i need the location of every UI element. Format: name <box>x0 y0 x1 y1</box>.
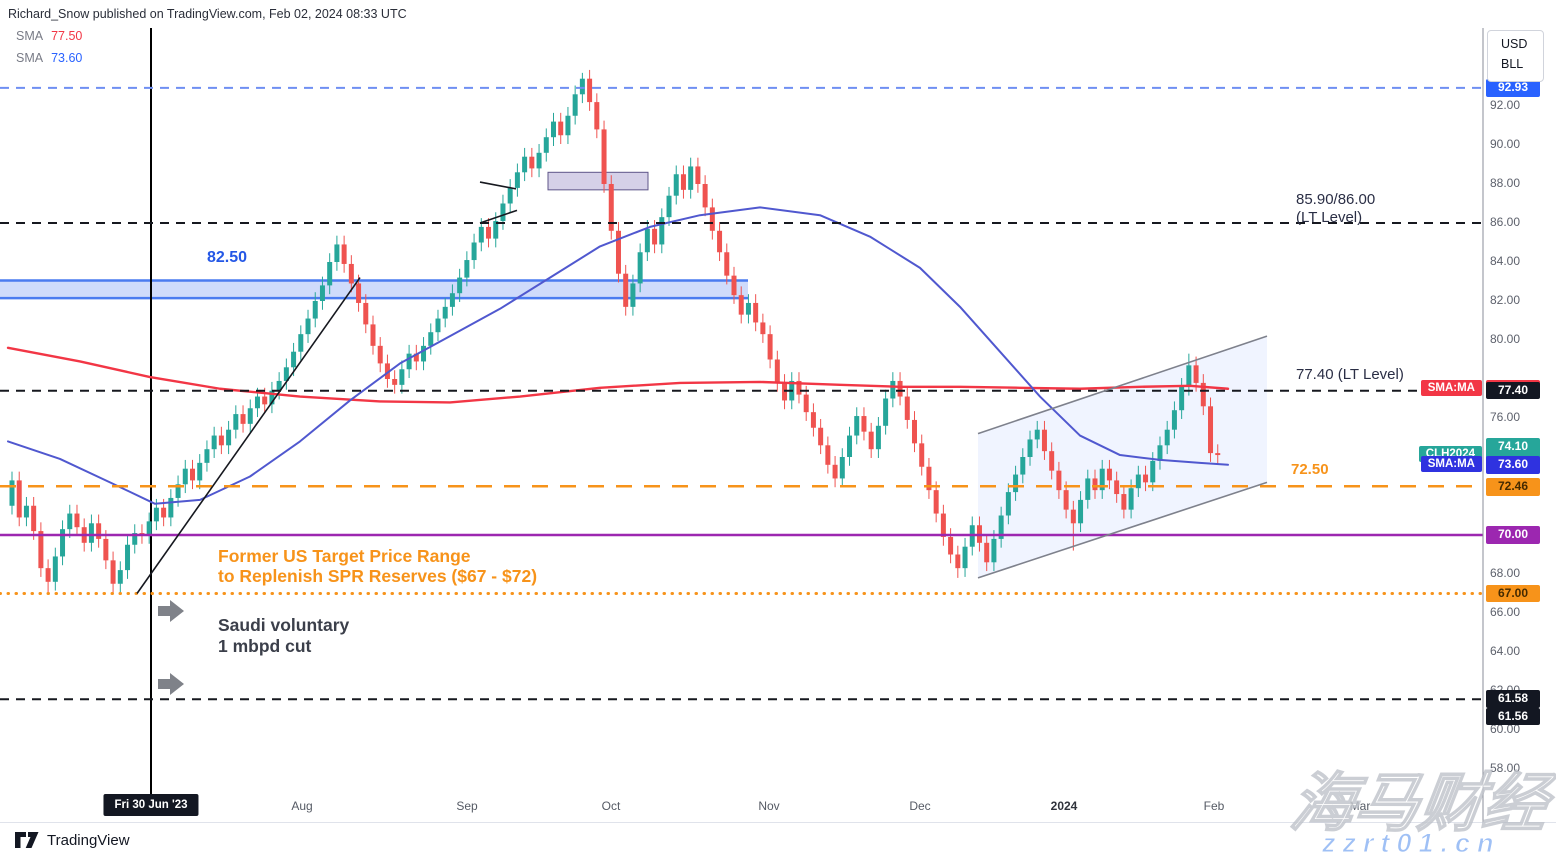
time-axis-label-sep: Sep <box>456 799 478 813</box>
price-tick-label: 84.00 <box>1490 254 1521 268</box>
annotation-lt-7740[interactable]: 77.40 (LT Level) <box>1296 366 1404 383</box>
rising-channel-fill <box>978 336 1267 578</box>
consolidation-box <box>547 171 649 191</box>
axis-currency-label: USD <box>1501 37 1528 51</box>
supply-zone-8250 <box>0 280 748 299</box>
annotation-lt-86[interactable]: 85.90/86.00 (LT Level) <box>1296 191 1376 226</box>
crosshair-date-badge: Fri 30 Jun '23 <box>103 794 199 816</box>
annotation-saudi-cut[interactable]: Saudi voluntary 1 mbpd cut <box>218 615 350 657</box>
price-badge-67.00: 67.00 <box>1486 584 1540 603</box>
legend-sma-blue-label: SMA <box>16 51 44 65</box>
sma-blue-line <box>7 206 1229 505</box>
publish-byline: Richard_Snow published on TradingView.co… <box>8 7 407 21</box>
price-tick-label: 90.00 <box>1490 137 1521 151</box>
ascending-trendline <box>136 277 361 594</box>
pennant-line <box>479 209 518 224</box>
axis-unit-box[interactable]: USD BLL <box>1487 30 1544 82</box>
time-axis-label-mar: Mar <box>1349 799 1371 813</box>
price-badge-70.00: 70.00 <box>1486 526 1540 544</box>
tradingview-logo-icon[interactable] <box>14 831 40 849</box>
legend-sma-blue-value: 73.60 <box>51 51 83 65</box>
price-badge-61.56: 61.56 <box>1486 707 1540 726</box>
legend-sma-red[interactable]: SMA 77.50 <box>16 29 82 43</box>
time-axis-label-feb: Feb <box>1203 799 1225 813</box>
right-arrow-icon <box>158 600 184 622</box>
price-tick-label: 66.00 <box>1490 605 1521 619</box>
price-tick-label: 82.00 <box>1490 293 1521 307</box>
channel-upper-line <box>977 335 1268 435</box>
price-badge-73.60: 73.60 <box>1486 455 1540 474</box>
series-tag-sma-ma: SMA:MA <box>1420 379 1482 396</box>
tradingview-brand-label[interactable]: TradingView <box>47 831 130 849</box>
price-tick-label: 80.00 <box>1490 332 1521 346</box>
chart-canvas[interactable] <box>0 28 1556 822</box>
price-tick-label: 86.00 <box>1490 215 1521 229</box>
time-axis-label-oct: Oct <box>601 799 621 813</box>
time-axis-label-nov: Nov <box>758 799 780 813</box>
price-tick-label: 76.00 <box>1490 410 1521 424</box>
axis-unit-label: BLL <box>1501 57 1524 71</box>
time-axis-label-dec: Dec <box>909 799 931 813</box>
price-badge-92.93: 92.93 <box>1486 78 1540 97</box>
price-tick-label: 64.00 <box>1490 644 1521 658</box>
annotation-spr-range[interactable]: Former US Target Price Range to Replenis… <box>218 546 538 587</box>
price-tick-label: 58.00 <box>1490 761 1521 775</box>
watermark-url: zzrt01.cn <box>1322 828 1501 857</box>
annotation-8250[interactable]: 82.50 <box>207 249 248 266</box>
time-axis-label-aug: Aug <box>291 799 313 813</box>
series-tag-sma-ma: SMA:MA <box>1420 455 1482 472</box>
footer-bar: TradingView <box>0 822 1556 857</box>
time-axis-label-2024: 2024 <box>1050 799 1078 813</box>
price-tick-label: 88.00 <box>1490 176 1521 190</box>
price-badge-72.46: 72.46 <box>1486 478 1540 496</box>
sma-red-line <box>6 346 1230 404</box>
right-arrow-icon <box>158 673 184 695</box>
price-badge-61.58: 61.58 <box>1486 690 1540 708</box>
price-tick-label: 60.00 <box>1490 722 1521 736</box>
price-badge-77.40: 77.40 <box>1486 381 1540 400</box>
legend-sma-red-label: SMA <box>16 29 44 43</box>
channel-lower-line <box>977 481 1268 579</box>
legend-sma-red-value: 77.50 <box>51 29 83 43</box>
annotation-7250[interactable]: 72.50 <box>1291 461 1329 478</box>
legend-sma-blue[interactable]: SMA 73.60 <box>16 51 82 65</box>
price-tick-label: 68.00 <box>1490 566 1521 580</box>
price-tick-label: 92.00 <box>1490 98 1521 112</box>
pennant-line <box>479 181 517 190</box>
